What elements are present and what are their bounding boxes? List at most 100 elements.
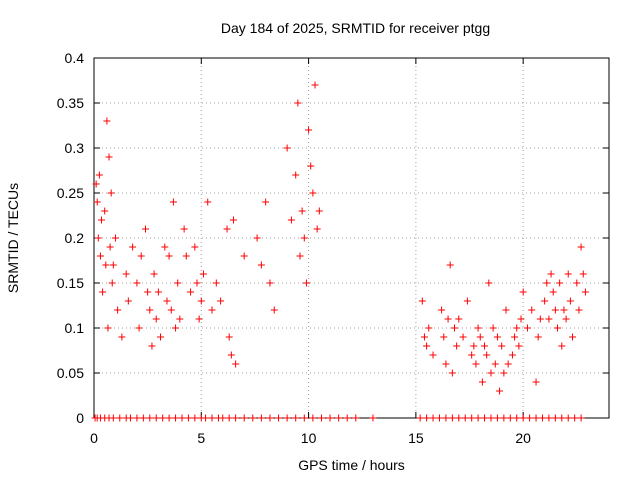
data-point [538, 414, 546, 422]
data-point [474, 324, 482, 332]
y-tick-label: 0.15 [57, 275, 84, 291]
data-point [496, 387, 504, 395]
data-point [262, 198, 270, 206]
data-point [124, 297, 132, 305]
data-point [558, 414, 566, 422]
data-point [420, 333, 428, 341]
data-point [513, 324, 521, 332]
data-point [451, 324, 458, 332]
data-point [249, 414, 257, 422]
data-point [257, 261, 265, 269]
data-point [223, 225, 231, 233]
data-point [126, 414, 134, 422]
data-point [317, 414, 325, 422]
data-point [423, 342, 431, 350]
data-point [560, 306, 568, 314]
data-point [438, 306, 446, 314]
data-point [142, 225, 149, 233]
data-point [573, 279, 581, 287]
data-point [446, 261, 454, 269]
data-point [493, 333, 501, 341]
data-point [172, 324, 180, 332]
y-axis-label: SRMTID / TECUs [5, 183, 21, 293]
y-tick-label: 0.05 [57, 365, 84, 381]
data-point [519, 414, 527, 422]
data-point [150, 270, 158, 278]
data-point [487, 414, 495, 422]
data-point [180, 225, 188, 233]
data-point [266, 279, 274, 287]
data-point [309, 414, 317, 422]
data-point [577, 243, 585, 251]
data-point [556, 279, 564, 287]
y-tick-label: 0.35 [57, 95, 84, 111]
data-point [106, 243, 114, 251]
data-point [545, 315, 553, 323]
data-point [118, 333, 126, 341]
data-point [199, 270, 207, 278]
data-point [506, 414, 514, 422]
data-point [581, 288, 589, 296]
data-point [109, 414, 117, 422]
data-point [425, 324, 433, 332]
data-point [135, 324, 143, 332]
data-point [444, 315, 452, 323]
data-point [554, 324, 561, 332]
data-point [240, 414, 248, 422]
data-point [298, 207, 306, 215]
plot-frame [93, 57, 610, 419]
data-point [176, 315, 184, 323]
data-point [500, 369, 508, 377]
data-point [493, 414, 501, 422]
data-point [566, 297, 574, 305]
data-point [577, 414, 585, 422]
data-point [526, 414, 534, 422]
data-point [172, 414, 180, 422]
data-point [116, 414, 124, 422]
data-point [157, 333, 165, 341]
data-point [111, 234, 119, 242]
data-point [513, 414, 521, 422]
y-tick-label: 0.25 [57, 185, 84, 201]
data-point [174, 279, 182, 287]
data-point [429, 351, 437, 359]
data-point [483, 351, 491, 359]
data-point [472, 360, 480, 368]
data-point [352, 414, 360, 422]
data-point [571, 414, 579, 422]
data-point [302, 279, 310, 287]
data-point [217, 297, 225, 305]
y-tick-label: 0.2 [65, 230, 85, 246]
data-point [232, 360, 240, 368]
data-point [212, 279, 220, 287]
y-tick-label: 0.4 [65, 50, 85, 66]
data-point [109, 261, 117, 269]
y-tick-label: 0.1 [65, 320, 85, 336]
data-point [240, 252, 248, 260]
data-point [532, 414, 540, 422]
data-point [528, 306, 536, 314]
data-point [165, 414, 173, 422]
data-point [309, 189, 317, 197]
data-point [114, 306, 122, 314]
data-point [129, 243, 137, 251]
data-point [169, 198, 177, 206]
data-point [139, 414, 147, 422]
data-point [137, 252, 145, 260]
data-point [476, 333, 484, 341]
axis-ticks: 0 0.05 0.1 0.15 0.2 0.25 0.3 0.35 0.4 0 5 10 15 20 [57, 50, 609, 446]
data-point [502, 306, 510, 314]
data-point [144, 288, 152, 296]
data-point [122, 270, 130, 278]
data-point [270, 306, 278, 314]
data-point [287, 216, 295, 224]
data-point [423, 414, 431, 422]
data-point [468, 351, 476, 359]
data-point [562, 315, 570, 323]
data-point [98, 216, 106, 224]
data-point [133, 414, 141, 422]
data-point [94, 234, 102, 242]
data-point [575, 306, 583, 314]
data-point [418, 297, 426, 305]
data-point [275, 414, 283, 422]
